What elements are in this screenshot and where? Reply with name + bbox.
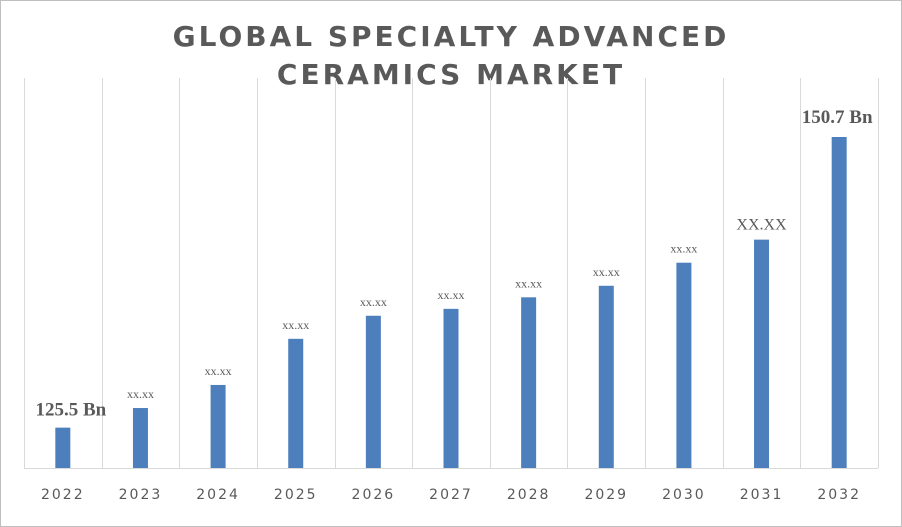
- x-tick-label: 2025: [274, 487, 318, 503]
- x-tick-label: 2029: [584, 487, 628, 503]
- bar-2029: [598, 285, 614, 468]
- bar-2026: [365, 315, 381, 468]
- chart-title-line-2: CERAMICS MARKET: [276, 58, 626, 91]
- x-tick-label: 2023: [119, 487, 163, 503]
- x-tick-label: 2024: [196, 487, 240, 503]
- bar-2024: [210, 384, 226, 468]
- x-tick-label: 2031: [740, 487, 784, 503]
- data-label-2023: xx.xx: [127, 387, 154, 401]
- bar-2030: [676, 262, 692, 468]
- x-tick-label: 2026: [352, 487, 396, 503]
- data-label-2025: xx.xx: [282, 318, 309, 332]
- chart-title-line-1: GLOBAL SPECIALTY ADVANCED: [172, 20, 730, 53]
- data-label-2027: xx.xx: [438, 288, 465, 302]
- data-label-2028: xx.xx: [515, 276, 542, 290]
- bar-2031: [754, 239, 770, 468]
- data-label-2032: 150.7 Bn: [802, 107, 873, 128]
- data-label-2026: xx.xx: [360, 295, 387, 309]
- bar-2025: [288, 338, 304, 468]
- x-tick-label: 2032: [817, 487, 861, 503]
- bar-2027: [443, 308, 459, 468]
- data-label-2030: xx.xx: [670, 242, 697, 256]
- data-label-2029: xx.xx: [593, 265, 620, 279]
- data-label-2031: XX.XX: [736, 217, 787, 234]
- x-tick-label: 2028: [507, 487, 551, 503]
- bar-2022: [55, 427, 71, 468]
- bar-2023: [132, 408, 148, 468]
- x-tick-label: 2022: [41, 487, 85, 503]
- chart-title: GLOBAL SPECIALTY ADVANCED CERAMICS MARKE…: [0, 18, 902, 94]
- bar-2032: [831, 136, 847, 468]
- bar-2028: [521, 297, 537, 468]
- x-tick-label: 2027: [429, 487, 473, 503]
- data-label-2022: 125.5 Bn: [35, 400, 106, 421]
- x-tick-label: 2030: [662, 487, 706, 503]
- data-label-2024: xx.xx: [205, 364, 232, 378]
